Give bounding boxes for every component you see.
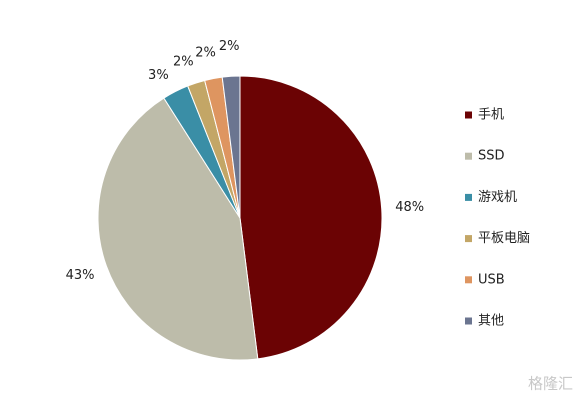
legend-swatch xyxy=(465,152,472,160)
pie-slice xyxy=(239,75,383,360)
pie-slice xyxy=(221,75,241,219)
legend-label: 游戏机 xyxy=(478,190,517,205)
data-label: 48% xyxy=(395,200,424,215)
legend-label: SSD xyxy=(478,149,505,164)
watermark: 格隆汇 xyxy=(528,375,573,393)
legend-swatch xyxy=(465,193,472,201)
legend-swatch xyxy=(465,317,472,325)
legend-label: 其他 xyxy=(478,314,504,329)
data-label: 2% xyxy=(219,39,240,54)
data-label: 43% xyxy=(66,268,95,283)
legend-swatch xyxy=(465,276,472,284)
legend-swatch xyxy=(465,235,472,243)
legend-swatch xyxy=(465,111,472,119)
data-label: 2% xyxy=(195,45,216,60)
pie-slice xyxy=(97,97,259,361)
data-label: 2% xyxy=(173,55,194,70)
data-label: 3% xyxy=(148,68,169,83)
legend-label: 平板电脑 xyxy=(478,231,530,246)
legend-label: 手机 xyxy=(478,108,504,123)
legend-label: USB xyxy=(478,272,505,287)
